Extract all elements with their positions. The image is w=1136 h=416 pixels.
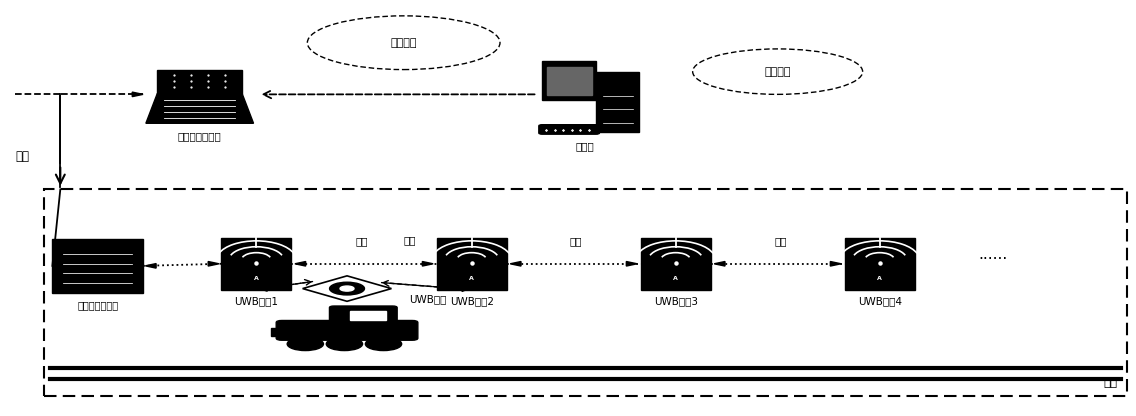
FancyBboxPatch shape bbox=[276, 320, 418, 340]
Text: UWB基站3: UWB基站3 bbox=[653, 296, 698, 306]
Polygon shape bbox=[132, 92, 143, 97]
Text: A: A bbox=[877, 276, 882, 281]
Polygon shape bbox=[302, 276, 392, 301]
Text: 光纤: 光纤 bbox=[775, 236, 787, 246]
Polygon shape bbox=[295, 262, 306, 266]
Text: 光纤: 光纤 bbox=[356, 236, 368, 246]
Bar bbox=[270, 328, 286, 336]
Text: A: A bbox=[254, 276, 259, 281]
Text: ······: ······ bbox=[978, 252, 1008, 267]
Polygon shape bbox=[145, 94, 253, 123]
FancyBboxPatch shape bbox=[44, 189, 1127, 396]
Text: UWB标签: UWB标签 bbox=[409, 294, 446, 304]
Text: A: A bbox=[674, 276, 678, 281]
Text: UWB基站1: UWB基站1 bbox=[234, 296, 278, 306]
Polygon shape bbox=[145, 264, 156, 268]
Bar bbox=[641, 238, 711, 290]
Polygon shape bbox=[510, 262, 521, 266]
Text: 巷道: 巷道 bbox=[1103, 376, 1118, 389]
Polygon shape bbox=[423, 262, 433, 266]
Text: 计算定位: 计算定位 bbox=[765, 67, 791, 77]
Bar bbox=[542, 61, 596, 100]
Bar bbox=[157, 69, 242, 94]
Bar bbox=[546, 67, 592, 95]
Text: 井下环网交换机: 井下环网交换机 bbox=[77, 300, 118, 310]
Circle shape bbox=[326, 337, 362, 351]
Polygon shape bbox=[626, 262, 637, 266]
Polygon shape bbox=[715, 262, 725, 266]
Bar bbox=[844, 238, 914, 290]
Text: 地面环网交换机: 地面环网交换机 bbox=[178, 131, 222, 141]
Polygon shape bbox=[208, 262, 219, 266]
Text: 光纤: 光纤 bbox=[569, 236, 582, 246]
FancyBboxPatch shape bbox=[538, 125, 600, 134]
Circle shape bbox=[366, 337, 402, 351]
Text: 服务器: 服务器 bbox=[576, 141, 594, 151]
Bar bbox=[52, 239, 143, 293]
Circle shape bbox=[340, 286, 354, 291]
Text: 测距信息: 测距信息 bbox=[391, 38, 417, 48]
Bar bbox=[436, 238, 507, 290]
Text: UWB基站4: UWB基站4 bbox=[858, 296, 902, 306]
Circle shape bbox=[329, 282, 365, 295]
Ellipse shape bbox=[308, 16, 500, 69]
Bar bbox=[596, 72, 640, 131]
Text: 光纤: 光纤 bbox=[15, 150, 30, 163]
Text: UWB基站2: UWB基站2 bbox=[450, 296, 494, 306]
FancyBboxPatch shape bbox=[329, 306, 398, 324]
Bar bbox=[350, 312, 386, 319]
Ellipse shape bbox=[693, 49, 862, 94]
Bar bbox=[222, 238, 292, 290]
Circle shape bbox=[287, 337, 324, 351]
Text: 光纤: 光纤 bbox=[403, 235, 416, 245]
Text: A: A bbox=[469, 276, 474, 281]
Polygon shape bbox=[830, 262, 841, 266]
